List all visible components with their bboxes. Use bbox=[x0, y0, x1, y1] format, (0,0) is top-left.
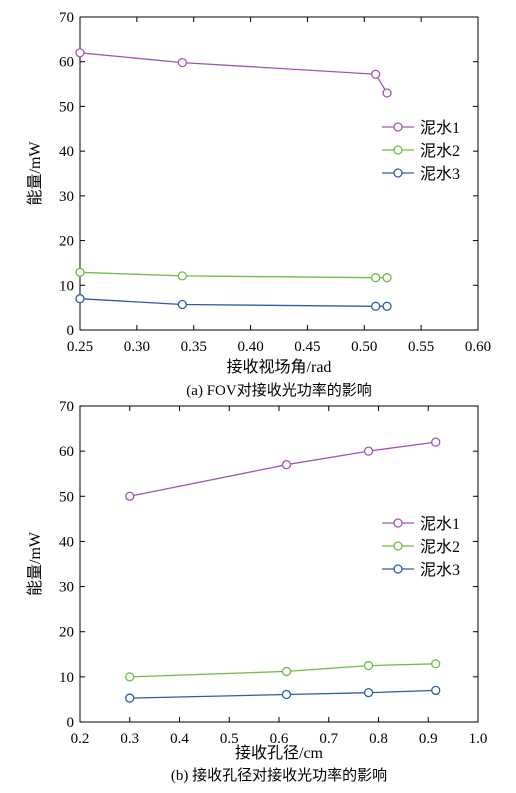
data-point-series-3 bbox=[371, 301, 381, 311]
legend-label-1: 泥水1 bbox=[420, 119, 460, 137]
data-point-series-3 bbox=[431, 685, 441, 696]
data-point-series-1 bbox=[363, 446, 374, 456]
x-tick-label: 0.2 bbox=[71, 731, 90, 747]
data-point-series-2 bbox=[281, 666, 292, 677]
series-line-1 bbox=[129, 441, 436, 497]
y-axis-label: 能量/mW bbox=[26, 531, 44, 596]
data-point-series-2 bbox=[431, 659, 441, 669]
x-tick-label: 0.60 bbox=[465, 339, 491, 355]
x-tick-label: 0.8 bbox=[369, 731, 388, 747]
data-point-series-2 bbox=[382, 273, 392, 283]
legend-label-2: 泥水2 bbox=[420, 142, 460, 160]
data-point-series-1 bbox=[177, 57, 187, 68]
data-point-series-3 bbox=[75, 294, 85, 304]
y-axis-label: 能量/mW bbox=[26, 141, 44, 206]
y-tick-label: 50 bbox=[59, 489, 74, 505]
x-tick-label: 0.35 bbox=[181, 339, 207, 355]
data-point-series-2 bbox=[363, 660, 374, 671]
x-axis-label: 接收孔径/cm bbox=[235, 744, 324, 762]
x-tick-label: 0.3 bbox=[120, 731, 139, 747]
x-tick-label: 0.4 bbox=[170, 731, 189, 747]
x-tick-label: 0.50 bbox=[351, 339, 377, 355]
y-tick-label: 20 bbox=[59, 234, 74, 250]
y-tick-label: 0 bbox=[67, 715, 75, 731]
data-point-series-1 bbox=[125, 491, 135, 501]
series-line-3 bbox=[129, 689, 436, 699]
series-line-3 bbox=[79, 298, 387, 307]
data-point-series-3 bbox=[363, 688, 374, 698]
data-point-series-1 bbox=[281, 460, 292, 470]
y-tick-label: 70 bbox=[59, 399, 74, 415]
series-line-2 bbox=[129, 663, 436, 678]
data-point-series-3 bbox=[177, 299, 187, 310]
x-tick-label: 0.40 bbox=[237, 339, 263, 355]
legend-marker-1 bbox=[393, 122, 403, 132]
legend-label-3: 泥水3 bbox=[420, 561, 460, 579]
data-point-series-2 bbox=[125, 672, 135, 682]
y-tick-label: 60 bbox=[59, 55, 74, 71]
data-point-series-2 bbox=[75, 267, 85, 277]
data-point-series-3 bbox=[382, 301, 392, 311]
x-tick-label: 0.25 bbox=[67, 339, 93, 355]
data-point-series-3 bbox=[281, 689, 292, 700]
y-tick-label: 30 bbox=[59, 580, 74, 596]
legend-label-1: 泥水1 bbox=[420, 515, 460, 533]
x-tick-label: 0.9 bbox=[419, 731, 438, 747]
legend-label-3: 泥水3 bbox=[420, 165, 460, 183]
legend-marker-3 bbox=[393, 564, 403, 574]
x-tick-label: 0.55 bbox=[408, 339, 434, 355]
data-point-series-1 bbox=[371, 69, 381, 79]
y-tick-label: 70 bbox=[59, 10, 74, 26]
chart-caption: (b) 接收孔径对接收光功率的影响 bbox=[171, 767, 387, 784]
y-tick-label: 50 bbox=[59, 99, 74, 115]
data-point-series-2 bbox=[177, 271, 187, 281]
series-line-2 bbox=[79, 271, 387, 279]
x-axis-label: 接收视场角/rad bbox=[227, 358, 332, 376]
plot-frame bbox=[79, 16, 479, 331]
x-tick-label: 0.30 bbox=[124, 339, 150, 355]
y-tick-label: 0 bbox=[67, 323, 75, 339]
legend-marker-3 bbox=[393, 168, 403, 178]
x-tick-label: 0.45 bbox=[294, 339, 320, 355]
data-point-series-1 bbox=[431, 437, 441, 447]
y-tick-label: 10 bbox=[59, 670, 74, 686]
data-point-series-2 bbox=[371, 273, 381, 283]
x-tick-label: 0.7 bbox=[319, 731, 338, 747]
y-tick-label: 40 bbox=[59, 144, 74, 160]
y-tick-label: 40 bbox=[59, 534, 74, 550]
series-line-1 bbox=[79, 52, 388, 94]
legend-marker-1 bbox=[393, 518, 403, 528]
plot-frame bbox=[79, 405, 479, 723]
y-tick-label: 10 bbox=[59, 278, 74, 294]
legend-marker-2 bbox=[393, 145, 403, 155]
x-tick-label: 1.0 bbox=[469, 731, 488, 747]
data-point-series-1 bbox=[75, 48, 85, 58]
y-tick-label: 20 bbox=[59, 625, 74, 641]
y-tick-label: 60 bbox=[59, 444, 74, 460]
y-tick-label: 30 bbox=[59, 189, 74, 205]
legend-label-2: 泥水2 bbox=[420, 538, 460, 556]
legend-marker-2 bbox=[393, 541, 403, 551]
chart-caption: (a) FOV对接收光功率的影响 bbox=[186, 382, 371, 399]
data-point-series-1 bbox=[382, 88, 392, 98]
data-point-series-3 bbox=[125, 693, 135, 703]
x-tick-label: 0.5 bbox=[220, 731, 239, 747]
x-tick-label: 0.6 bbox=[270, 731, 289, 747]
